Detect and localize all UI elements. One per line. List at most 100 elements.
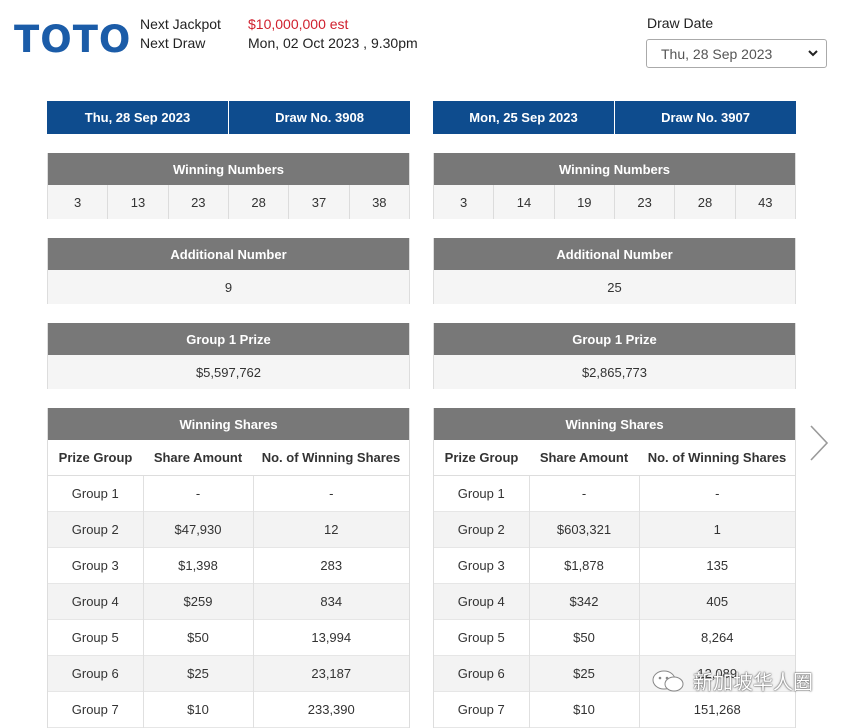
share-count-cell: 1 <box>639 511 795 548</box>
share-amount-cell: $25 <box>143 655 254 692</box>
winning-number: 43 <box>734 185 795 219</box>
draw-date-label: Draw Date <box>647 15 714 31</box>
share-amount-cell: $25 <box>529 655 640 692</box>
table-row: Group 6 $25 23,187 <box>48 655 409 692</box>
share-amount-cell: $10 <box>143 691 254 728</box>
share-count-cell: - <box>253 475 409 512</box>
share-group-cell: Group 6 <box>434 655 530 692</box>
draw-header-bar: Mon, 25 Sep 2023 Draw No. 3907 <box>433 101 796 134</box>
winning-number: 14 <box>493 185 553 219</box>
additional-number-heading: Additional Number <box>434 238 795 270</box>
winning-shares-section: Winning Shares Prize Group Share Amount … <box>433 408 796 728</box>
share-amount-cell: $1,878 <box>529 547 640 584</box>
winning-number: 37 <box>288 185 348 219</box>
winning-shares-section: Winning Shares Prize Group Share Amount … <box>47 408 410 728</box>
winning-number: 28 <box>674 185 734 219</box>
col-prize-group: Prize Group <box>48 440 143 476</box>
winning-numbers-section: Winning Numbers 3 13 23 28 37 38 <box>47 153 410 219</box>
share-group-cell: Group 3 <box>48 547 144 584</box>
share-count-cell: 834 <box>253 583 409 620</box>
table-row: Group 2 $603,321 1 <box>434 511 795 548</box>
additional-number-heading: Additional Number <box>48 238 409 270</box>
next-draw-label: Next Draw <box>140 35 206 51</box>
next-draw-value: Mon, 02 Oct 2023 , 9.30pm <box>248 35 418 51</box>
logo-text: TOTO <box>14 18 132 61</box>
share-group-cell: Group 5 <box>434 619 530 656</box>
group1-prize-value: $2,865,773 <box>434 355 795 389</box>
additional-number-value: 9 <box>48 270 409 304</box>
draw-date: Mon, 25 Sep 2023 <box>469 110 578 125</box>
share-amount-cell: - <box>529 475 640 512</box>
share-count-cell: 23,187 <box>253 655 409 692</box>
chat-bubble-icon <box>652 670 684 691</box>
share-amount-cell: $47,930 <box>143 511 254 548</box>
draw-header-bar: Thu, 28 Sep 2023 Draw No. 3908 <box>47 101 410 134</box>
group1-prize-value: $5,597,762 <box>48 355 409 389</box>
additional-number-section: Additional Number 9 <box>47 238 410 304</box>
winning-shares-heading: Winning Shares <box>48 408 409 440</box>
share-group-cell: Group 7 <box>434 691 530 728</box>
share-amount-cell: $10 <box>529 691 640 728</box>
table-row: Group 1-- <box>434 475 795 512</box>
winning-numbers-row: 3 13 23 28 37 38 <box>48 185 409 219</box>
share-count-cell: 12 <box>253 511 409 548</box>
next-jackpot-value: $10,000,000 est <box>248 16 349 32</box>
table-row: Group 7 $10 233,390 <box>48 691 409 728</box>
col-prize-group: Prize Group <box>434 440 529 476</box>
winning-number: 19 <box>553 185 614 219</box>
share-group-cell: Group 1 <box>434 475 530 512</box>
next-jackpot-label: Next Jackpot <box>140 16 221 32</box>
share-count-cell: 233,390 <box>253 691 409 728</box>
share-count-cell: - <box>639 475 795 512</box>
table-row: Group 2 $47,930 12 <box>48 511 409 548</box>
share-amount-cell: $50 <box>143 619 254 656</box>
winning-shares-heading: Winning Shares <box>434 408 795 440</box>
table-row: Group 5 $50 13,994 <box>48 619 409 656</box>
draw-number: Draw No. 3908 <box>228 101 410 134</box>
group1-prize-heading: Group 1 Prize <box>48 323 409 355</box>
share-amount-cell: $342 <box>529 583 640 620</box>
share-group-cell: Group 7 <box>48 691 144 728</box>
winning-number: 3 <box>74 194 82 210</box>
share-group-cell: Group 4 <box>434 583 530 620</box>
winning-shares-table: Prize Group Share Amount No. of Winning … <box>434 440 795 728</box>
share-count-cell: 283 <box>253 547 409 584</box>
col-share-amount: Share Amount <box>529 440 639 476</box>
group1-prize-heading: Group 1 Prize <box>434 323 795 355</box>
draw-date-selected: Thu, 28 Sep 2023 <box>661 45 773 62</box>
share-amount-cell: $259 <box>143 583 254 620</box>
col-share-amount: Share Amount <box>143 440 253 476</box>
share-group-cell: Group 2 <box>48 511 144 548</box>
share-group-cell: Group 2 <box>434 511 530 548</box>
share-group-cell: Group 1 <box>48 475 144 512</box>
share-count-cell: 8,264 <box>639 619 795 656</box>
share-count-cell: 13,994 <box>253 619 409 656</box>
draw-date-select[interactable]: Thu, 28 Sep 2023 <box>646 39 827 68</box>
share-amount-cell: $603,321 <box>529 511 640 548</box>
table-row: Group 3 $1,398 283 <box>48 547 409 584</box>
watermark: 新加坡华人圈 <box>651 666 813 695</box>
winning-numbers-section: Winning Numbers 3 14 19 23 28 43 <box>433 153 796 219</box>
winning-number: 23 <box>613 185 674 219</box>
additional-number-section: Additional Number 25 <box>433 238 796 304</box>
next-arrow-icon[interactable] <box>808 424 830 462</box>
additional-number-value: 25 <box>434 270 795 304</box>
group1-prize-section: Group 1 Prize $2,865,773 <box>433 323 796 389</box>
share-group-cell: Group 4 <box>48 583 144 620</box>
share-count-cell: 151,268 <box>639 691 795 728</box>
table-row: Group 1-- <box>48 475 409 512</box>
winning-number: 13 <box>107 185 167 219</box>
share-amount-cell: $50 <box>529 619 640 656</box>
winning-number: 23 <box>167 185 228 219</box>
table-row: Group 4 $342 405 <box>434 583 795 620</box>
draw-number: Draw No. 3907 <box>614 101 796 134</box>
winning-number: 3 <box>460 194 468 210</box>
chevron-down-icon <box>808 50 818 57</box>
draw-panel-2: Mon, 25 Sep 2023 Draw No. 3907 Winning N… <box>433 101 796 728</box>
shares-body: Group 1- - Group 2 $603,321 1 Group 3 $1,878 13… <box>434 475 795 728</box>
share-group-cell: Group 6 <box>48 655 144 692</box>
winning-shares-table: Prize Group Share Amount No. of Winning … <box>48 440 409 728</box>
table-row: Group 4 $259 834 <box>48 583 409 620</box>
table-row: Group 5 $50 8,264 <box>434 619 795 656</box>
share-group-cell: Group 3 <box>434 547 530 584</box>
